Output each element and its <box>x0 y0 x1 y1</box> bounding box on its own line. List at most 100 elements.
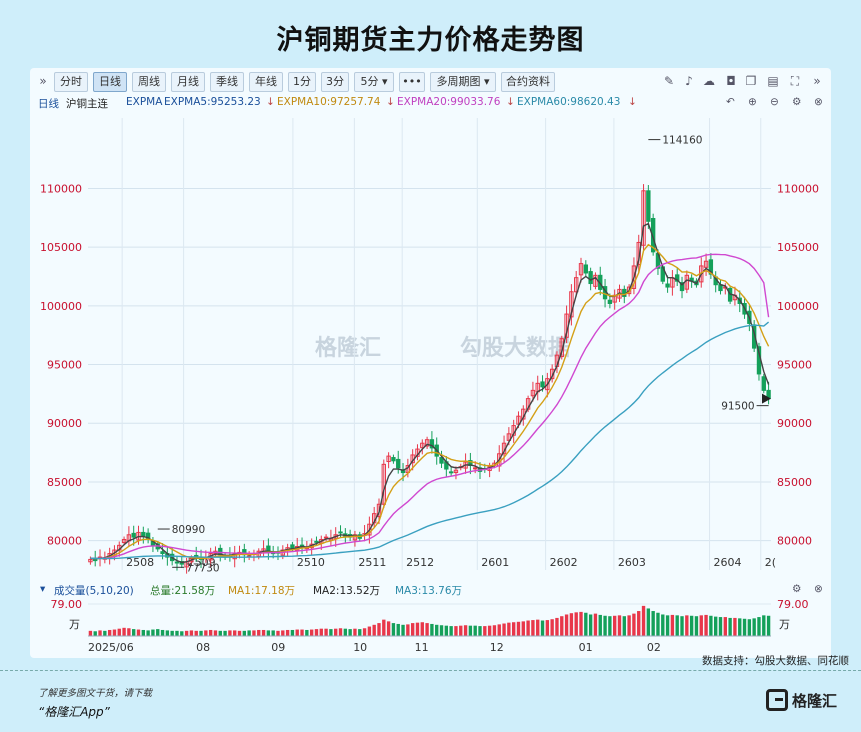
candle-body-103 <box>583 264 589 274</box>
volume-bar-93 <box>536 619 540 636</box>
copy-icon[interactable]: ❐ <box>745 74 757 88</box>
period-button-4[interactable]: 季线 <box>210 72 244 92</box>
camera-icon[interactable]: ◘ <box>726 74 736 88</box>
expand-left-icon[interactable]: » <box>39 74 47 88</box>
expand-right-icon[interactable]: » <box>813 74 821 88</box>
layout-icon[interactable]: ▤ <box>767 74 779 88</box>
volume-bar-0 <box>88 630 93 636</box>
x-tick-label-0: 2508 <box>126 556 154 569</box>
cloud-icon[interactable]: ☁ <box>703 74 715 88</box>
volume-bar-138 <box>752 618 756 636</box>
candle-body-49 <box>323 536 329 539</box>
candle-body-70 <box>424 439 430 447</box>
candle-body-101 <box>574 277 579 293</box>
period-button-9[interactable]: ••• <box>399 72 425 92</box>
volume-bar-66 <box>406 624 410 636</box>
volume-ma1: MA1:17.18万 <box>228 585 296 597</box>
legend-ma20: EXPMA20:99033.76 <box>397 96 501 108</box>
settings-icon[interactable]: ⚙ <box>792 96 802 108</box>
legend-ma20-arrow: ↓ <box>506 96 515 108</box>
candle-body-7 <box>121 538 127 544</box>
period-button-5[interactable]: 年线 <box>249 72 283 92</box>
volume-bar-77 <box>459 625 463 636</box>
period-button-8[interactable]: 5分 ▾ <box>354 72 394 92</box>
volume-bar-36 <box>261 629 266 636</box>
volume-bar-16 <box>165 630 170 636</box>
volume-bar-113 <box>632 613 636 636</box>
volume-bar-5 <box>112 629 117 636</box>
volume-bar-56 <box>358 629 362 636</box>
period-button-10[interactable]: 多周期图 ▾ <box>430 72 496 92</box>
volume-bar-88 <box>511 622 516 636</box>
close-icon[interactable]: ⊗ <box>814 96 823 108</box>
candle-body-95 <box>545 378 550 391</box>
volume-x-tick-3: 10 <box>353 641 367 654</box>
volume-bar-74 <box>444 625 449 636</box>
volume-bar-62 <box>386 621 391 636</box>
candle-body-52 <box>338 531 343 534</box>
volume-x-tick-0: 2025/06 <box>88 641 134 654</box>
period-button-1[interactable]: 日线 <box>93 72 127 92</box>
volume-bar-92 <box>531 620 535 636</box>
volume-close-icon[interactable]: ⊗ <box>814 583 823 595</box>
volume-bar-39 <box>276 630 280 636</box>
period-button-6[interactable]: 1分 <box>288 72 316 92</box>
volume-bar-80 <box>473 625 477 636</box>
volume-total: 总量:21.58万 <box>150 585 216 597</box>
volume-bar-38 <box>271 630 275 636</box>
volume-bar-79 <box>468 625 473 636</box>
volume-bar-13 <box>151 629 155 636</box>
candle-body-80 <box>473 467 478 470</box>
volume-bar-131 <box>718 617 723 636</box>
volume-bar-120 <box>665 615 670 636</box>
volume-bar-64 <box>396 623 400 636</box>
x-tick-label-6: 2602 <box>550 556 578 569</box>
volume-y-label-left: 79.00 <box>51 598 83 611</box>
volume-x-tick-7: 02 <box>647 641 661 654</box>
footer-text: 了解更多图文干货，请下载 <box>38 688 153 699</box>
volume-bar-128 <box>704 614 708 636</box>
volume-bar-141 <box>766 615 771 636</box>
volume-bar-70 <box>425 623 429 636</box>
volume-bar-26 <box>213 630 218 636</box>
zoom-out-icon[interactable]: ⊖ <box>770 96 779 108</box>
annotation-label-2: 114160 <box>662 135 702 147</box>
volume-bar-83 <box>487 625 492 636</box>
volume-bar-135 <box>738 618 742 636</box>
volume-bar-139 <box>757 617 761 636</box>
period-button-11[interactable]: 合约资料 <box>501 72 555 92</box>
price-legend: 日线 沪铜主连 EXPMA EXPMA5:95253.23 ↓ EXPMA10:… <box>30 96 831 112</box>
period-button-2[interactable]: 周线 <box>132 72 166 92</box>
volume-bar-6 <box>117 628 121 636</box>
volume-bar-102 <box>579 611 583 636</box>
candle-body-89 <box>516 415 521 425</box>
candle-body-15 <box>160 551 165 555</box>
bell-icon[interactable]: ♪ <box>685 74 693 88</box>
candle-body-105 <box>593 274 598 287</box>
volume-bar-47 <box>314 629 319 636</box>
volume-settings-icon[interactable]: ⚙ <box>792 583 802 595</box>
annotation-label-3: 91500 <box>721 401 754 413</box>
pencil-icon[interactable]: ✎ <box>663 74 675 88</box>
volume-bar-130 <box>714 616 718 636</box>
volume-bar-106 <box>598 614 602 636</box>
legend-ma60: EXPMA60:98620.43 <box>517 96 621 108</box>
volume-bar-11 <box>141 629 145 636</box>
volume-collapse-icon[interactable]: ▾ <box>40 583 46 595</box>
period-button-3[interactable]: 月线 <box>171 72 205 92</box>
volume-bar-71 <box>430 623 434 636</box>
period-button-7[interactable]: 3分 <box>321 72 349 92</box>
zoom-in-icon[interactable]: ⊕ <box>748 96 757 108</box>
volume-bar-104 <box>588 614 593 636</box>
undo-icon[interactable]: ↶ <box>726 96 735 108</box>
volume-bar-99 <box>564 614 569 636</box>
period-button-0[interactable]: 分时 <box>54 72 88 92</box>
volume-bar-40 <box>281 630 285 636</box>
fullscreen-icon[interactable]: ⛶ <box>790 74 800 88</box>
volume-bar-129 <box>709 615 713 636</box>
candle-body-104 <box>588 271 593 285</box>
candle-body-11 <box>141 531 146 537</box>
annotation-label-1: 77730 <box>186 562 219 574</box>
volume-bar-87 <box>507 622 511 636</box>
volume-bar-32 <box>242 630 247 636</box>
